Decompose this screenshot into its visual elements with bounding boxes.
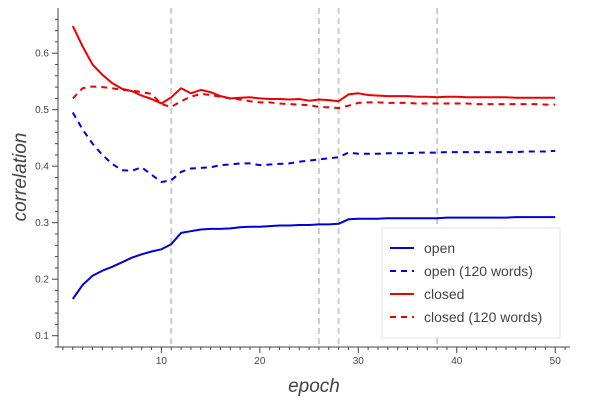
x-axis-title: epoch [288, 376, 340, 397]
y-tick-label: 0.2 [35, 275, 49, 286]
series-line-3 [72, 85, 556, 109]
legend-label-0: open [424, 240, 455, 256]
legend-label-3: closed (120 words) [424, 309, 542, 325]
x-ticks: 10 20 30 40 50 [62, 347, 566, 367]
y-tick-label: 0.5 [35, 105, 49, 116]
series-line-1 [71, 112, 556, 183]
y-tick-label: 0.4 [35, 162, 49, 173]
y-ticks: 0.1 0.2 0.3 0.4 0.5 0.6 [35, 18, 58, 348]
x-tick-label: 10 [156, 356, 168, 367]
series-line-2 [71, 25, 556, 105]
legend: open open (120 words) closed closed (120 wo… [381, 227, 561, 339]
legend-label-2: closed [424, 286, 464, 302]
y-tick-label: 0.6 [35, 49, 49, 60]
x-tick-label: 50 [550, 356, 562, 367]
series-lines [71, 25, 556, 300]
x-tick-label: 30 [353, 356, 365, 367]
x-tick-label: 20 [254, 356, 266, 367]
y-tick-label: 0.1 [35, 331, 49, 342]
series-line-0 [71, 216, 556, 300]
y-tick-label: 0.3 [35, 218, 49, 229]
legend-label-1: open (120 words) [424, 263, 533, 279]
legend-box [381, 227, 561, 339]
y-axis-title: correlation [10, 133, 31, 222]
x-tick-label: 40 [451, 356, 463, 367]
